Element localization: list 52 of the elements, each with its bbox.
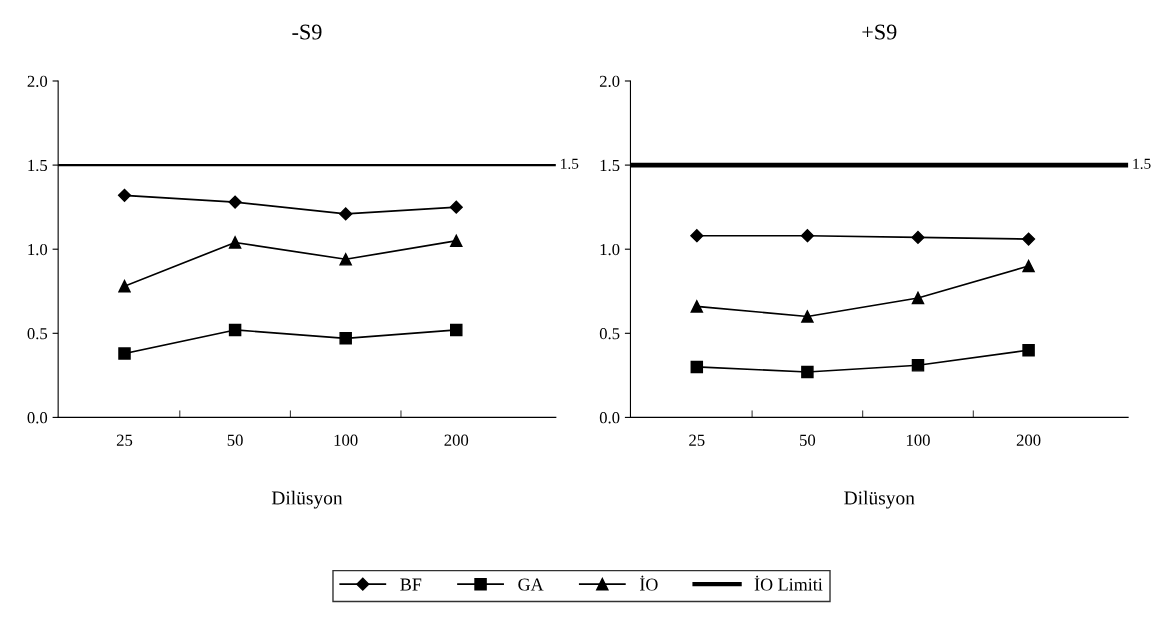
point xyxy=(339,207,353,221)
x-tick-label: 200 xyxy=(444,434,469,446)
y-tick-label: 1.0 xyxy=(28,243,48,256)
point xyxy=(1022,259,1035,273)
point xyxy=(1021,232,1036,246)
x-tick-label: 200 xyxy=(1016,434,1041,446)
point xyxy=(449,200,463,214)
point xyxy=(911,291,925,305)
point xyxy=(118,347,131,360)
y-tick-label: 1.5 xyxy=(600,159,620,172)
legend-label: İO xyxy=(640,575,658,591)
y-tick-label: 1.5 xyxy=(28,159,48,172)
x-tick-label: 100 xyxy=(334,434,358,446)
y-tick-label: 0.5 xyxy=(599,328,620,340)
point xyxy=(800,229,814,243)
point xyxy=(1022,343,1035,357)
x-tick-label: 50 xyxy=(800,434,816,446)
point xyxy=(339,253,352,266)
point xyxy=(690,360,704,374)
y-tick-label: 0.0 xyxy=(27,412,48,424)
chart-title: +S9 xyxy=(862,24,897,40)
chart-title: -S9 xyxy=(292,24,322,40)
text: 1.5 xyxy=(561,158,579,169)
x-tick-label: 25 xyxy=(689,434,705,446)
legend-label: İO Limiti xyxy=(754,575,823,591)
point xyxy=(690,300,704,313)
text: 1.5 xyxy=(1133,158,1151,169)
point xyxy=(228,323,242,337)
x-tick-label: 100 xyxy=(906,434,930,446)
y-tick-label: 0.0 xyxy=(599,412,620,424)
point xyxy=(339,332,352,345)
x-tick-label: 50 xyxy=(227,434,243,446)
point xyxy=(117,188,132,202)
point xyxy=(228,195,242,209)
y-tick-label: 2.0 xyxy=(27,75,48,88)
x-tick-label: 25 xyxy=(116,434,133,446)
y-tick-label: 1.0 xyxy=(600,243,620,256)
point xyxy=(118,279,131,293)
point xyxy=(911,230,925,245)
point xyxy=(801,365,814,379)
point xyxy=(228,236,242,249)
x-axis-title: Dilüsyon xyxy=(844,490,915,509)
legend-label: BF xyxy=(400,578,422,591)
x-axis-title: Dilüsyon xyxy=(271,490,343,509)
point xyxy=(911,359,925,372)
point xyxy=(450,323,463,337)
point xyxy=(801,310,814,323)
y-tick-label: 0.5 xyxy=(27,328,48,340)
y-tick-label: 2.0 xyxy=(599,75,620,88)
legend-label: GA xyxy=(518,578,544,591)
point xyxy=(690,229,704,243)
point xyxy=(450,234,463,248)
